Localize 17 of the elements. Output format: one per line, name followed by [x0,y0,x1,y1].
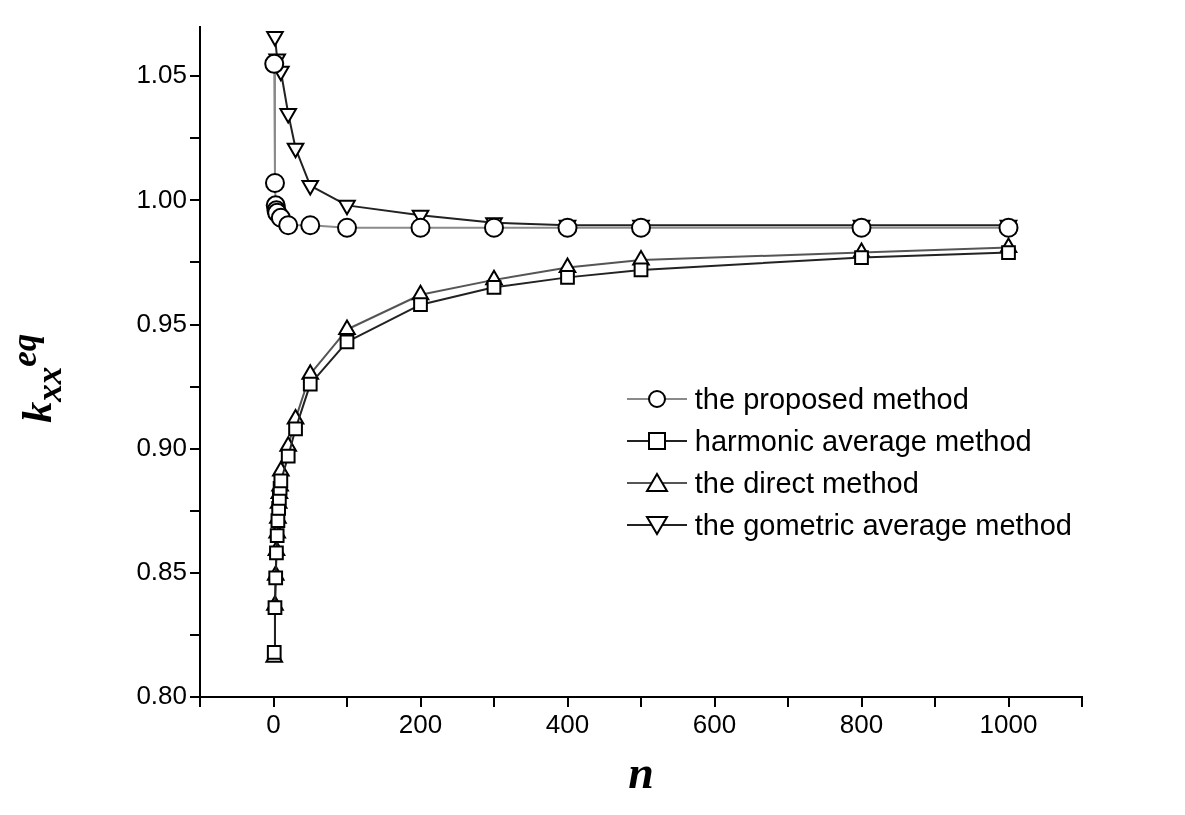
y-tick-label: 1.05 [136,59,187,90]
legend-label: the proposed method [694,382,969,416]
y-tick-label: 0.90 [136,431,187,462]
x-tick-label: 1000 [979,708,1038,739]
x-tick-label: 800 [839,708,884,739]
x-tick-label: 0 [266,708,281,739]
y-tick-label: 1.00 [136,183,187,214]
x-tick-label: 600 [692,708,737,739]
legend-label: the direct method [694,466,919,500]
y-tick-label: 0.80 [136,680,187,711]
x-tick-label: 200 [398,708,443,739]
x-tick-label: 400 [545,708,590,739]
x-axis-title: n [628,747,654,799]
legend-label: harmonic average method [694,424,1032,458]
legend-label: the gometric average method [694,508,1072,542]
y-tick-label: 0.95 [136,307,187,338]
y-tick-label: 0.85 [136,556,187,587]
